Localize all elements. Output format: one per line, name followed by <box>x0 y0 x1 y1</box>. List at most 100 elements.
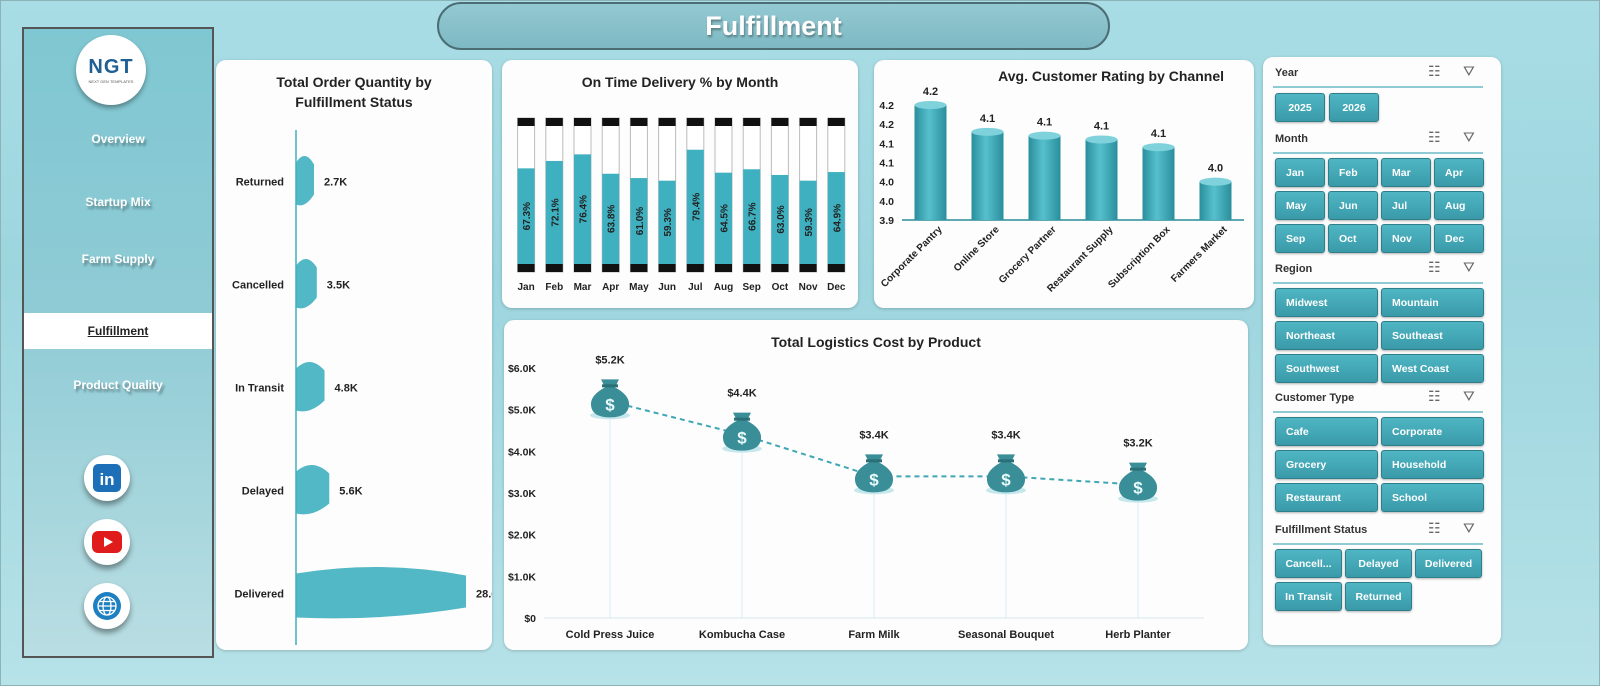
clear-filter-icon[interactable]: ⛛ <box>1463 63 1475 79</box>
clear-filter-icon[interactable]: ⛛ <box>1463 129 1475 145</box>
ontime-month-label-may: May <box>629 282 649 293</box>
nav-fulfillment[interactable]: Fulfillment <box>24 313 212 349</box>
slicer-customer-type-grocery[interactable]: Grocery <box>1275 450 1378 479</box>
slicer-month-jan[interactable]: Jan <box>1275 158 1325 187</box>
rating-card: Avg. Customer Rating by Channel 4.2 4.2 4.… <box>874 60 1254 308</box>
slicer-month-aug[interactable]: Aug <box>1434 191 1484 220</box>
ontime-cap-bottom-oct <box>771 264 789 272</box>
ontime-month-label-apr: Apr <box>602 282 619 293</box>
slicer-month-jul[interactable]: Jul <box>1381 191 1431 220</box>
multi-select-icon[interactable]: ☷ <box>1428 520 1441 536</box>
rating-ytick-label: 4.0 <box>879 177 894 189</box>
logo-subtext: NEXT GEN TEMPLATES <box>88 79 134 84</box>
logistics-category-label-herb-planter: Herb Planter <box>1105 629 1171 641</box>
slicer-customer-type-school[interactable]: School <box>1381 483 1484 512</box>
slicer-year-2025[interactable]: 2025 <box>1275 93 1325 122</box>
ontime-bar-sep <box>743 169 761 264</box>
ontime-cap-bottom-nov <box>799 264 817 272</box>
slicer-month-feb[interactable]: Feb <box>1328 158 1378 187</box>
logistics-category-label-kombucha-case: Kombucha Case <box>699 629 785 641</box>
slicer-fulfillment-status-in-transit[interactable]: In Transit <box>1275 582 1342 611</box>
ontime-value-label-aug: 64.5% <box>720 204 731 232</box>
ontime-value-label-dec: 64.9% <box>832 204 843 232</box>
slicer-month-nov[interactable]: Nov <box>1381 224 1431 253</box>
ontime-value-label-sep: 66.7% <box>748 202 759 230</box>
slicer-month-sep[interactable]: Sep <box>1275 224 1325 253</box>
ontime-cap-top-sep <box>743 118 761 126</box>
money-bag-icon: $ <box>722 412 762 453</box>
nav-overview[interactable]: Overview <box>91 132 145 146</box>
slicer-month-dec[interactable]: Dec <box>1434 224 1484 253</box>
slicer-month-apr[interactable]: Apr <box>1434 158 1484 187</box>
status-card: Total Order Quantity by Fulfillment Stat… <box>216 60 492 650</box>
slicer-month-mar[interactable]: Mar <box>1381 158 1431 187</box>
rating-bar-subscription-box <box>1142 147 1175 220</box>
nav-farm-supply[interactable]: Farm Supply <box>81 252 155 266</box>
multi-select-icon[interactable]: ☷ <box>1428 63 1441 79</box>
globe-icon[interactable] <box>84 583 130 629</box>
ontime-cap-top-may <box>630 118 648 126</box>
ontime-bar-jul <box>686 149 704 264</box>
slicer-customer-type-household[interactable]: Household <box>1381 450 1484 479</box>
page-title-banner: Fulfillment <box>437 2 1110 50</box>
ontime-chart: 67.3% Jan 72.1% Feb 76.4% Mar 63.8% Apr 61.0% May… <box>517 117 846 293</box>
slicer-region-midwest[interactable]: Midwest <box>1275 288 1378 317</box>
slicer-month-oct[interactable]: Oct <box>1328 224 1378 253</box>
slicer-month-jun[interactable]: Jun <box>1328 191 1378 220</box>
ontime-cap-bottom-jan <box>517 264 535 272</box>
logistics-value-label-kombucha-case: $4.4K <box>727 388 756 400</box>
logistics-category-label-cold-press-juice: Cold Press Juice <box>566 629 655 641</box>
slicer-region-southeast[interactable]: Southeast <box>1381 321 1484 350</box>
ontime-month-label-dec: Dec <box>827 282 846 293</box>
slicer-customer-type-restaurant[interactable]: Restaurant <box>1275 483 1378 512</box>
rating-chart: 4.2 4.2 4.1 4.1 4.0 4.0 3.9 4.2 Corporate Pantry… <box>879 86 1244 295</box>
rating-ytick-label: 4.1 <box>879 138 894 150</box>
ontime-bar-oct <box>771 174 789 264</box>
multi-select-icon[interactable]: ☷ <box>1428 129 1441 145</box>
clear-filter-icon[interactable]: ⛛ <box>1463 259 1475 275</box>
nav-product-quality[interactable]: Product Quality <box>73 378 163 392</box>
slicer-fulfillment-status-title: Fulfillment Status <box>1275 524 1368 536</box>
rating-bar-cap-restaurant-supply <box>1085 135 1118 144</box>
clear-filter-icon[interactable]: ⛛ <box>1463 388 1475 404</box>
rating-ytick-label: 4.2 <box>879 119 894 131</box>
ontime-bar-feb <box>545 160 563 264</box>
slicer-customer-type-corporate[interactable]: Corporate <box>1381 417 1484 446</box>
ontime-value-label-apr: 63.8% <box>607 205 618 233</box>
rating-bar-grocery-partner <box>1028 135 1061 220</box>
ontime-value-label-mar: 76.4% <box>579 195 590 223</box>
ontime-month-label-nov: Nov <box>799 282 818 293</box>
slicer-month-title: Month <box>1275 133 1308 145</box>
rating-ytick-label: 3.9 <box>879 215 894 227</box>
slicer-month-may[interactable]: May <box>1275 191 1325 220</box>
slicer-region-northeast[interactable]: Northeast <box>1275 321 1378 350</box>
multi-select-icon[interactable]: ☷ <box>1428 259 1441 275</box>
slicer-customer-type-cafe[interactable]: Cafe <box>1275 417 1378 446</box>
ontime-bar-aug <box>715 172 732 264</box>
ontime-cap-bottom-apr <box>602 264 620 272</box>
clear-filter-icon[interactable]: ⛛ <box>1463 520 1475 536</box>
ontime-cap-top-feb <box>545 118 563 126</box>
ontime-month-label-sep: Sep <box>743 282 761 293</box>
multi-select-icon[interactable]: ☷ <box>1428 388 1441 404</box>
slicer-year-2026[interactable]: 2026 <box>1329 93 1379 122</box>
slicer-fulfillment-status-returned[interactable]: Returned <box>1345 582 1412 611</box>
status-value-label-delivered: 28.6K <box>476 589 492 601</box>
slicer-region-mountain[interactable]: Mountain <box>1381 288 1484 317</box>
rating-ytick-label: 4.2 <box>879 100 894 112</box>
rating-chart-title: Avg. Customer Rating by Channel <box>998 68 1224 84</box>
slicer-fulfillment-status-delivered[interactable]: Delivered <box>1415 549 1482 578</box>
youtube-icon[interactable] <box>84 519 130 565</box>
logo[interactable]: NGT NEXT GEN TEMPLATES <box>76 35 146 105</box>
rating-bar-restaurant-supply <box>1085 139 1118 220</box>
slicer-fulfillment-status-delayed[interactable]: Delayed <box>1345 549 1412 578</box>
page-title: Fulfillment <box>705 10 842 41</box>
linkedin-icon[interactable]: in <box>84 455 130 501</box>
rating-value-label-subscription-box: 4.1 <box>1151 128 1166 140</box>
money-bag-icon: $ <box>854 454 894 495</box>
slicer-region-southwest[interactable]: Southwest <box>1275 354 1378 383</box>
nav-startup-mix[interactable]: Startup Mix <box>85 195 151 209</box>
slicer-region-west-coast[interactable]: West Coast <box>1381 354 1484 383</box>
slicer-fulfillment-status-cancell[interactable]: Cancell... <box>1275 549 1342 578</box>
ontime-cap-bottom-may <box>630 264 648 272</box>
